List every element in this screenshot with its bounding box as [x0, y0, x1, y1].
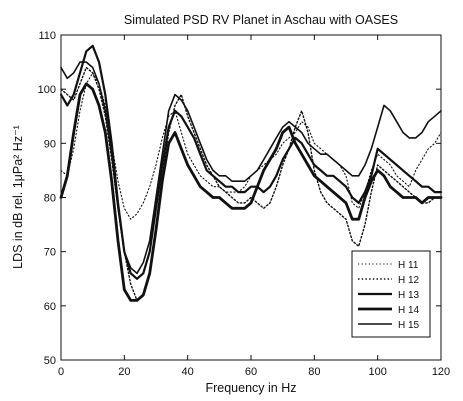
chart-title: Simulated PSD RV Planet in Aschau with O… [124, 13, 398, 27]
x-tick-label: 120 [432, 366, 450, 378]
y-axis-label: LDS in dB rel. 1μPa² Hz⁻¹ [11, 125, 25, 269]
legend-label: H 12 [398, 275, 420, 286]
series-line-h15 [60, 61, 442, 275]
legend: H 11 H 12 H 13 H 14 H 15 [351, 250, 431, 338]
legend-label: H 11 [398, 260, 419, 271]
y-tick-label: 100 [38, 84, 56, 96]
series-line-h14 [59, 82, 443, 302]
legend-items: H 11 H 12 H 13 H 14 H 15 [358, 260, 420, 331]
x-tick-label: 60 [245, 366, 257, 378]
y-tick-label: 50 [44, 355, 56, 367]
ticks-layer: 0 20 40 60 80 100 120 50 60 70 80 90 100 110 [38, 30, 451, 378]
y-tick-label: 90 [44, 138, 56, 150]
x-axis-label: Frequency in Hz [205, 381, 296, 395]
legend-label: H 15 [398, 320, 420, 331]
legend-label: H 13 [398, 290, 420, 301]
y-tick-label: 110 [38, 30, 56, 42]
y-tick-label: 70 [44, 247, 56, 259]
x-tick-label: 100 [368, 366, 386, 378]
legend-label: H 14 [398, 305, 420, 316]
x-tick-label: 20 [118, 366, 130, 378]
series-layer [59, 44, 443, 302]
plot-area: 0 20 40 60 80 100 120 50 60 70 80 90 100 110 [38, 30, 451, 378]
x-tick-label: 0 [58, 366, 64, 378]
y-tick-label: 60 [44, 301, 56, 313]
x-tick-label: 80 [308, 366, 320, 378]
y-tick-label: 80 [44, 193, 56, 205]
x-tick-label: 40 [182, 366, 194, 378]
